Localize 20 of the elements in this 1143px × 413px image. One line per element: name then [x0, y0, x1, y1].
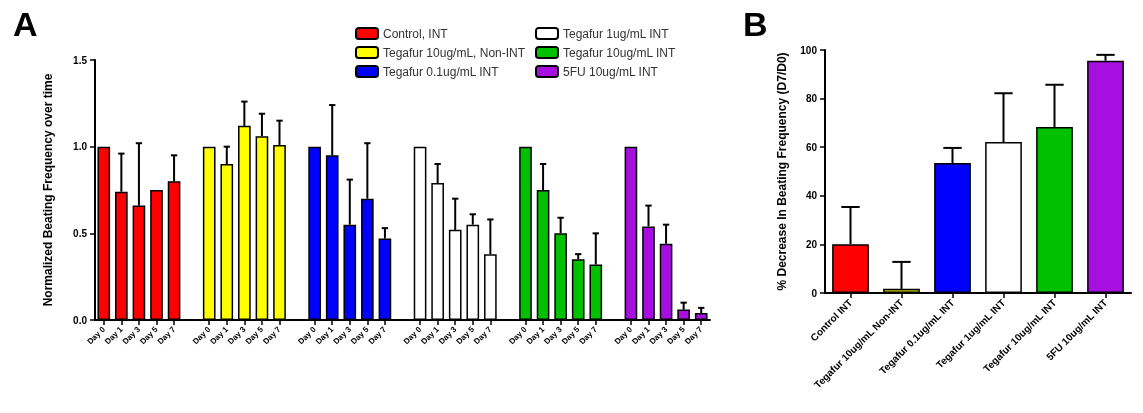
y-tick-label: 0.0 — [73, 314, 88, 326]
legend-label: Tegafur 1ug/mL INT — [563, 26, 670, 41]
legend-label: Tegafur 10ug/mL, Non-INT — [383, 45, 526, 60]
y-axis-title: Normalized Beating Frequency over time — [40, 73, 55, 307]
y-axis-title: % Decrease In Beating Frequency (D7/D0) — [774, 52, 789, 291]
y-tick-label: 80 — [805, 93, 818, 105]
legend-label: Control, INT — [383, 26, 449, 41]
y-tick-label: 0.5 — [73, 227, 88, 239]
y-tick-label: 60 — [805, 141, 818, 153]
legend-label: 5FU 10ug/mL INT — [563, 64, 659, 79]
y-tick-label: 40 — [805, 190, 818, 202]
chart-title: A — [13, 5, 38, 43]
y-tick-label: 0 — [811, 287, 818, 299]
legend-label: Tegafur 10ug/mL INT — [563, 45, 676, 60]
legend-label: Tegafur 0.1ug/mL INT — [383, 64, 500, 79]
y-tick-label: 1.5 — [73, 54, 88, 66]
y-tick-label: 100 — [800, 44, 818, 56]
y-tick-label: 20 — [805, 238, 818, 250]
chart-title: B — [743, 5, 768, 43]
y-tick-label: 1.0 — [73, 141, 88, 153]
